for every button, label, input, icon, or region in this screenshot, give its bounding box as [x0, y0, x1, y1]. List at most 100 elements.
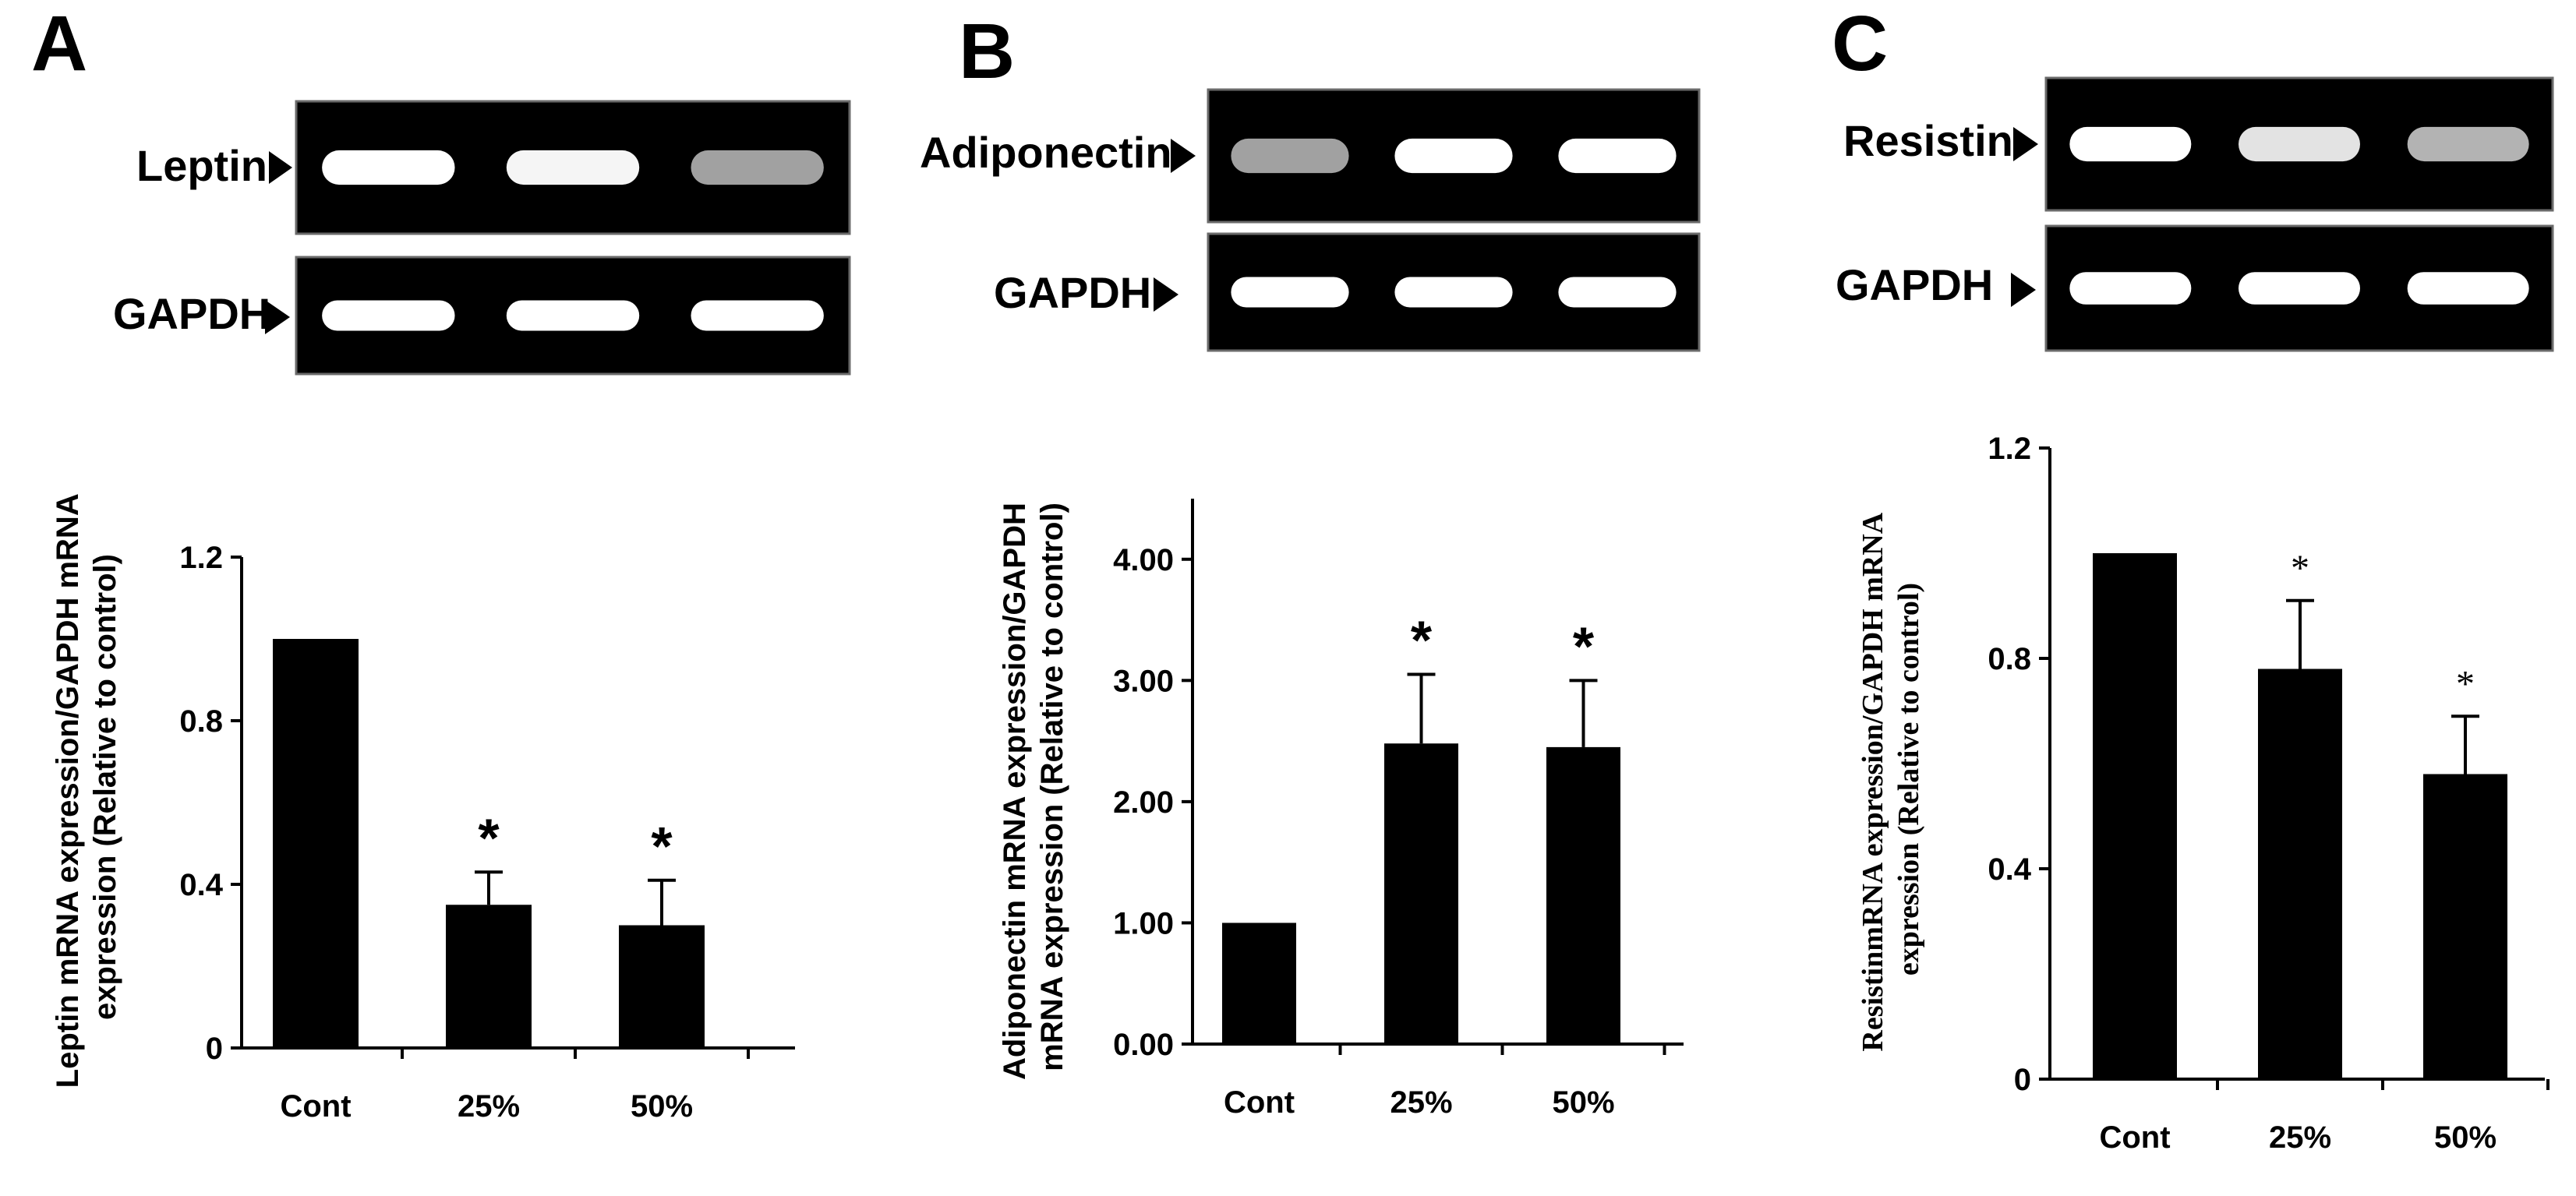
triangle-arrow-icon: [1154, 277, 1178, 312]
significance-marker: *: [1573, 616, 1595, 676]
gel-strip-gapdh: [295, 256, 851, 376]
significance-marker: *: [651, 816, 673, 877]
bar: [1384, 743, 1458, 1044]
gel-band: [322, 300, 455, 331]
panel-letter: B: [959, 8, 1015, 95]
bar-chart: Leptin mRNA expression/GAPDH mRNA expres…: [51, 486, 795, 1124]
triangle-arrow-icon: [1171, 139, 1196, 173]
gel-band: [2239, 272, 2360, 305]
bar-chart: ResistinmRNA expression/GAPDH mRNA expre…: [1857, 432, 2549, 1155]
bar: [446, 905, 532, 1048]
gel-frame: [2044, 76, 2554, 212]
panel-b: B Adiponectin GAPDH Adiponectin mRNA exp…: [857, 0, 1715, 1196]
gel-frame: [1207, 232, 1701, 352]
gel-label-gene: Resistin: [1843, 116, 2013, 165]
y-tick-label: 0.4: [1988, 852, 2031, 887]
gel-strip-gapdh: [2044, 224, 2554, 352]
gel-band: [1558, 138, 1677, 174]
significance-marker: *: [2456, 663, 2475, 704]
y-tick-label: 1.2: [1988, 432, 2031, 466]
gel-strip-gene: [2044, 76, 2554, 212]
y-axis-label: ResistinmRNA expression/GAPDH mRNA expre…: [1857, 506, 1925, 1051]
gel-band: [2407, 272, 2529, 305]
gel-blots: Resistin GAPDH: [1836, 76, 2554, 352]
gel-strip-gene: [295, 100, 851, 235]
gel-band: [2069, 126, 2192, 162]
triangle-arrow-icon: [2013, 127, 2038, 161]
gel-band: [1231, 277, 1349, 308]
y-tick-label: 3.00: [1113, 664, 1174, 698]
gel-band: [1558, 277, 1677, 308]
gel-frame: [295, 100, 851, 235]
y-axis-label-line: Adiponectin mRNA expression/GAPDH: [998, 503, 1032, 1080]
y-axis-label-line: expression (Relative to control): [88, 554, 122, 1020]
significance-marker: *: [478, 807, 500, 868]
bar: [1546, 746, 1620, 1044]
figure-panel-a: A Leptin GAPDH Leptin mRNA expression/GA…: [31, 0, 851, 1124]
gel-bands: [2069, 272, 2529, 305]
x-tick-label: 50%: [631, 1089, 693, 1124]
gel-band: [506, 300, 640, 331]
gel-label-gene: Adiponectin: [920, 128, 1172, 177]
bar: [2258, 669, 2342, 1079]
gel-bands: [1231, 277, 1677, 308]
gel-bands: [2069, 126, 2529, 162]
gel-band: [322, 150, 455, 185]
y-tick-label: 0.4: [179, 868, 223, 902]
bar: [2423, 774, 2507, 1079]
bar: [1222, 923, 1296, 1044]
x-tick-label: 25%: [458, 1089, 520, 1124]
gel-band: [2407, 126, 2529, 162]
x-tick-label: 25%: [1390, 1085, 1452, 1120]
y-tick-label: 0: [206, 1032, 223, 1066]
gel-label-gapdh: GAPDH: [994, 268, 1151, 317]
triangle-arrow-icon: [269, 151, 292, 184]
x-tick-label: Cont: [1224, 1085, 1295, 1120]
gel-strip-gene: [1207, 88, 1701, 224]
chart-marks: 0.00 1.00 2.00 3.00 4.00 Cont * 25% * 50%: [1113, 543, 1666, 1120]
panel-a: A Leptin GAPDH Leptin mRNA expression/GA…: [0, 0, 857, 1196]
gel-bands: [322, 150, 824, 185]
triangle-arrow-icon: [265, 300, 290, 334]
x-tick-label: Cont: [2099, 1120, 2170, 1155]
y-axis-label: Leptin mRNA expression/GAPDH mRNA expres…: [51, 486, 122, 1088]
y-axis-label-line: ResistinmRNA expression/GAPDH mRNA: [1857, 512, 1889, 1051]
gel-band: [1231, 138, 1349, 174]
triangle-arrow-icon: [2011, 273, 2036, 307]
x-tick-label: 50%: [1552, 1085, 1614, 1120]
x-tick-label: 25%: [2269, 1120, 2331, 1155]
y-tick-label: 0.8: [179, 704, 223, 739]
gel-band: [1394, 138, 1513, 174]
gel-label-gapdh: GAPDH: [113, 289, 270, 338]
figure-panel-c: C Resistin GAPDH ResistinmRNA expression…: [1832, 0, 2554, 1155]
gel-blots: Adiponectin GAPDH: [920, 88, 1701, 352]
gel-frame: [1207, 88, 1701, 224]
gel-band: [691, 300, 824, 331]
gel-label-gene: Leptin: [136, 141, 267, 190]
gel-bands: [1231, 138, 1677, 174]
gel-strip-gapdh: [1207, 232, 1701, 352]
gel-band: [506, 150, 640, 185]
bar: [2093, 553, 2177, 1079]
bar-chart: Adiponectin mRNA expression/GAPDH mRNA e…: [998, 494, 1684, 1120]
chart-marks: 0 0.4 0.8 1.2 Cont * 25% * 50%: [1988, 432, 2549, 1155]
y-tick-label: 0.8: [1988, 642, 2031, 676]
gel-frame: [2044, 224, 2554, 352]
y-axis-label-line: expression (Relative to control): [1892, 583, 1925, 975]
gel-bands: [322, 300, 824, 331]
x-tick-label: Cont: [280, 1089, 351, 1124]
y-tick-label: 0: [2014, 1063, 2031, 1097]
y-tick-label: 1.00: [1113, 906, 1174, 940]
y-axis-label: Adiponectin mRNA expression/GAPDH mRNA e…: [998, 494, 1069, 1080]
x-tick-label: 50%: [2434, 1120, 2496, 1155]
significance-marker: *: [2291, 548, 2309, 589]
gel-band: [691, 150, 824, 185]
y-tick-label: 4.00: [1113, 543, 1174, 577]
gel-band: [2069, 272, 2192, 305]
y-axis-label-line: Leptin mRNA expression/GAPDH mRNA: [51, 494, 85, 1088]
y-tick-label: 0.00: [1113, 1028, 1174, 1062]
significance-marker: *: [1411, 610, 1433, 671]
figure-panel-b: B Adiponectin GAPDH Adiponectin mRNA exp…: [920, 8, 1701, 1120]
gel-band: [1394, 277, 1513, 308]
chart-marks: 0 0.4 0.8 1.2 Cont * 25% * 50%: [179, 541, 750, 1124]
